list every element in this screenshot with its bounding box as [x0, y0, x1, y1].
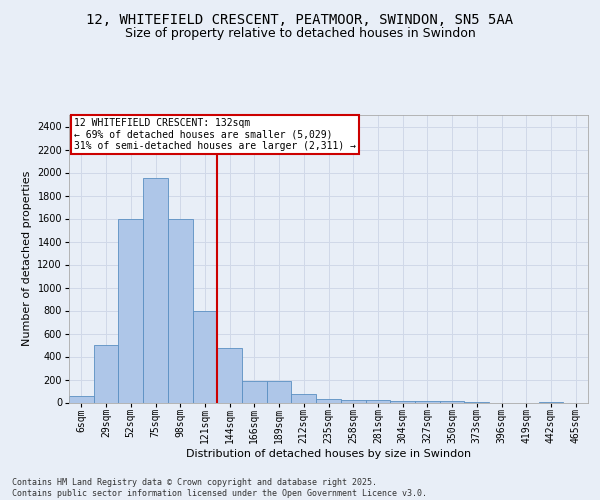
- Bar: [143, 178, 168, 402]
- Bar: [242, 380, 267, 402]
- Bar: [69, 396, 94, 402]
- X-axis label: Distribution of detached houses by size in Swindon: Distribution of detached houses by size …: [186, 449, 471, 459]
- Text: 12, WHITEFIELD CRESCENT, PEATMOOR, SWINDON, SN5 5AA: 12, WHITEFIELD CRESCENT, PEATMOOR, SWIND…: [86, 12, 514, 26]
- Bar: [168, 218, 193, 402]
- Bar: [292, 394, 316, 402]
- Text: 12 WHITEFIELD CRESCENT: 132sqm
← 69% of detached houses are smaller (5,029)
31% : 12 WHITEFIELD CRESCENT: 132sqm ← 69% of …: [74, 118, 356, 151]
- Bar: [217, 348, 242, 403]
- Bar: [193, 310, 217, 402]
- Text: Size of property relative to detached houses in Swindon: Size of property relative to detached ho…: [125, 28, 475, 40]
- Bar: [316, 399, 341, 402]
- Bar: [267, 380, 292, 402]
- Bar: [118, 218, 143, 402]
- Bar: [94, 345, 118, 403]
- Text: Contains HM Land Registry data © Crown copyright and database right 2025.
Contai: Contains HM Land Registry data © Crown c…: [12, 478, 427, 498]
- Y-axis label: Number of detached properties: Number of detached properties: [22, 171, 32, 346]
- Bar: [341, 400, 365, 402]
- Bar: [365, 400, 390, 402]
